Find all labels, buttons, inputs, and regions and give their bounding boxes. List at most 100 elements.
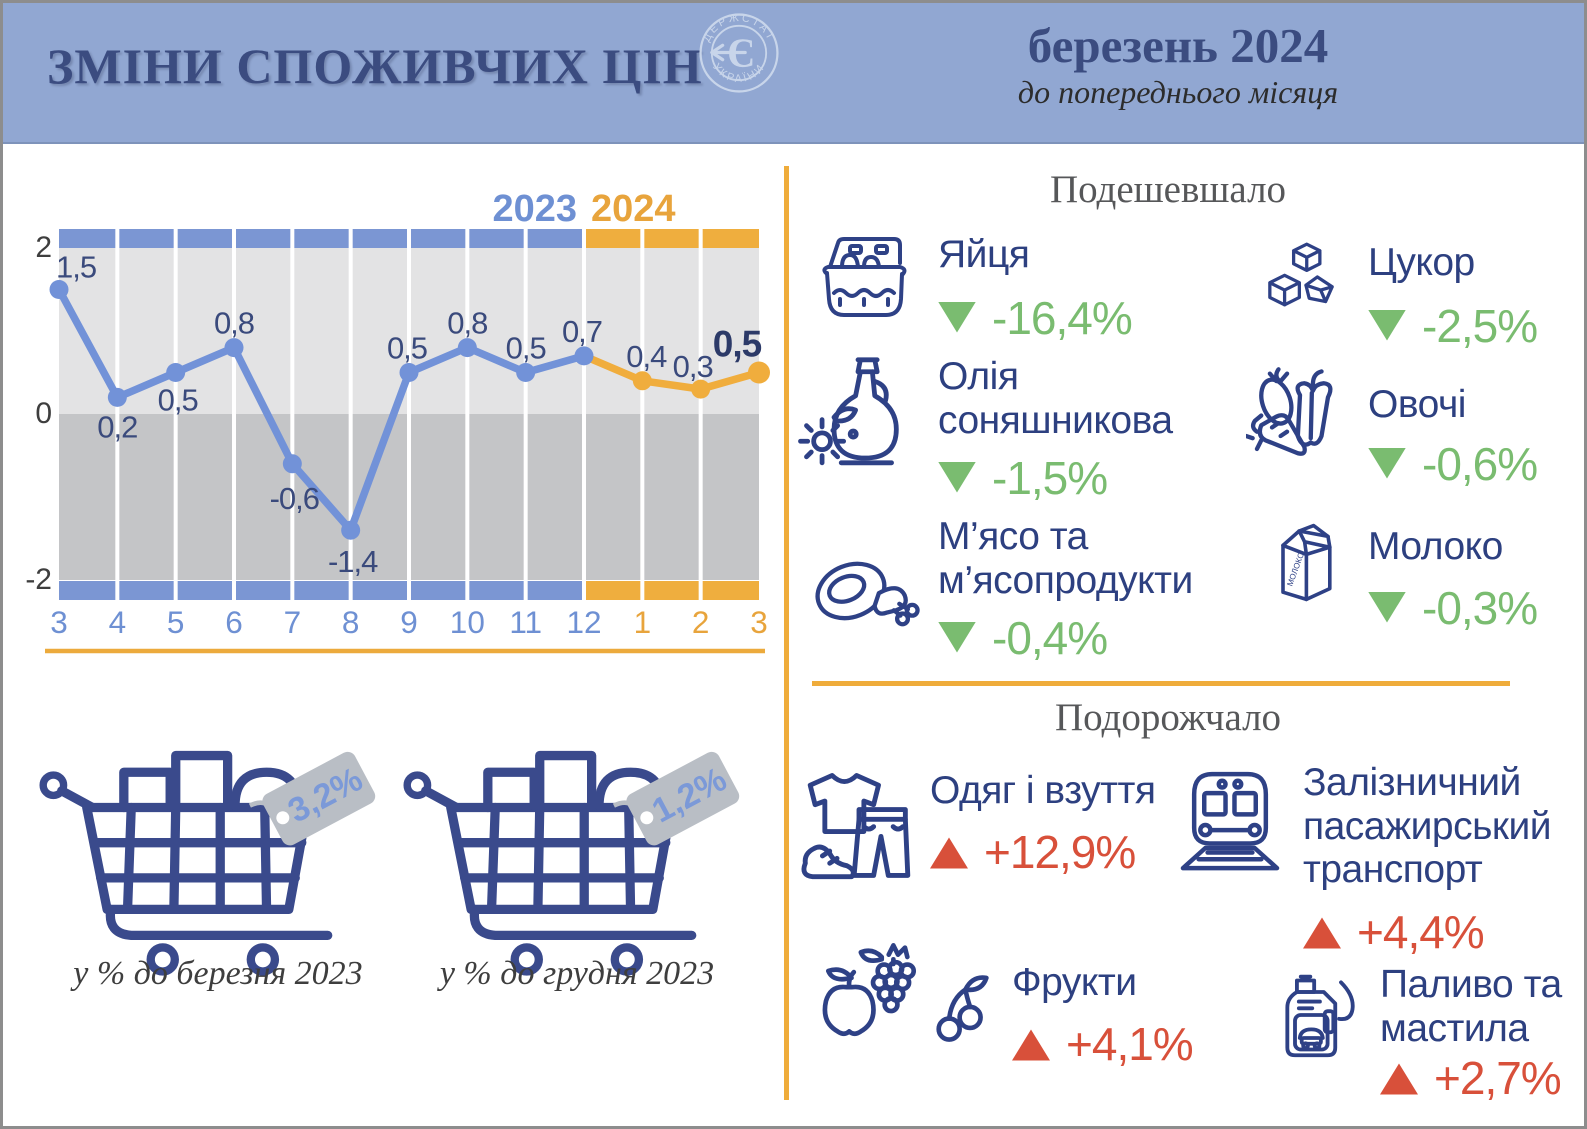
legend-2024: 2024: [591, 188, 676, 230]
report-period: березень 2024: [1027, 18, 1329, 73]
item-value: -16,4%: [992, 292, 1133, 344]
legend-2023: 2023: [492, 188, 577, 230]
logo-arrow-icon: [710, 43, 747, 62]
report-period-note: до попереднього місяця: [1017, 74, 1339, 110]
header: ЗМІНИ СПОЖИВЧИХ ЦІН ДЕРЖСТАТ УКРАЇНИ Є б…: [3, 3, 1584, 144]
item-name: Яйця: [938, 233, 1030, 276]
band-2024: [584, 581, 759, 600]
derzhstat-logo-icon: ДЕРЖСТАТ УКРАЇНИ Є: [699, 12, 779, 93]
milk-icon: МОЛОКО: [1256, 513, 1346, 603]
eggs-icon: [814, 231, 914, 323]
cart-yoy-caption: у % до березня 2023: [73, 955, 363, 992]
x-tick-label: 11: [509, 604, 542, 640]
item-name: М’ясо та м’ясопродукти: [938, 515, 1193, 602]
x-tick-label: 3: [50, 604, 68, 640]
cheaper-section-title: Подешевшало: [1049, 168, 1287, 211]
triangle-down-icon: [1368, 309, 1406, 341]
point-label: 0,5: [506, 331, 546, 366]
item-value: +4,1%: [1066, 1018, 1194, 1070]
fuel-icon: [1270, 969, 1366, 1061]
price-tag-icon: 1,2%: [626, 751, 740, 846]
point-label: -1,4: [328, 544, 378, 579]
item-value-row: -0,4%: [938, 611, 1108, 665]
triangle-down-icon: [938, 621, 976, 653]
horizontal-divider: [812, 681, 1510, 686]
item-value-row: +4,1%: [1012, 1017, 1194, 1071]
band-2023: [59, 581, 584, 600]
vertical-divider: [784, 166, 789, 1100]
band-2024: [584, 229, 759, 248]
x-tick-label: 10: [450, 604, 485, 640]
data-point: [282, 454, 302, 474]
page-title: ЗМІНИ СПОЖИВЧИХ ЦІН: [47, 38, 703, 94]
oil-icon: [798, 355, 918, 470]
data-point: [399, 363, 419, 382]
item-value-row: -16,4%: [938, 291, 1133, 345]
x-tick-label: 12: [566, 604, 601, 640]
x-tick-label: 3: [750, 604, 768, 640]
band-2023: [59, 229, 584, 248]
x-tick-label: 9: [400, 604, 418, 640]
y-tick-label: -2: [25, 563, 52, 596]
item-value-row: +12,9%: [930, 825, 1136, 879]
y-tick-label: 2: [35, 231, 52, 264]
item-value: +2,7%: [1434, 1052, 1562, 1104]
price-tag-icon: 3,2%: [262, 751, 376, 846]
pricier-section-title: Подорожчало: [1054, 696, 1282, 739]
x-tick-label: 4: [109, 604, 127, 640]
item-name: Молоко: [1368, 525, 1503, 568]
data-point: [224, 338, 244, 358]
series-2023-line: [55, 287, 586, 534]
triangle-down-icon: [1368, 447, 1406, 479]
item-value: -1,5%: [992, 452, 1108, 504]
point-label: 0,8: [447, 306, 487, 341]
item-value-row: -0,6%: [1368, 437, 1538, 491]
point-label: 0,7: [562, 314, 602, 349]
data-point: [691, 379, 711, 399]
point-label: 0,2: [97, 409, 137, 444]
item-value: -0,6%: [1422, 438, 1538, 490]
item-value-row: -0,3%: [1368, 581, 1538, 635]
fruits-icon: [812, 943, 998, 1057]
triangle-up-icon: [930, 837, 968, 869]
cart-yoy-icon: 3,2%: [39, 750, 376, 976]
item-name: Олія соняшникова: [938, 355, 1173, 442]
train-icon: [1174, 765, 1286, 875]
point-label: -0,6: [270, 481, 319, 516]
triangle-down-icon: [1368, 591, 1406, 623]
data-point: [574, 346, 594, 366]
svg-text:МОЛОКО: МОЛОКО: [1285, 551, 1306, 587]
item-value-row: +4,4%: [1303, 905, 1485, 959]
x-tick-label: 8: [342, 604, 360, 640]
triangle-up-icon: [1303, 917, 1341, 949]
x-tick-label: 7: [284, 604, 302, 640]
right-panel: Подешевшало Яйця -16,4% Цукор -2,5% Олія с…: [798, 163, 1574, 1123]
triangle-down-icon: [938, 301, 976, 333]
item-name: Фрукти: [1012, 961, 1137, 1004]
item-name: Залізничний пасажирський транспорт: [1303, 761, 1552, 892]
data-point: [49, 280, 69, 299]
x-tick-label: 6: [225, 604, 243, 640]
cart-ytd-caption: у % до грудня 2023: [439, 955, 715, 992]
item-value-row: +2,7%: [1380, 1051, 1562, 1105]
item-value: +12,9%: [984, 826, 1136, 878]
data-point: [457, 338, 477, 358]
data-point: [632, 371, 652, 391]
item-name: Цукор: [1368, 241, 1475, 284]
item-name: Овочі: [1368, 383, 1466, 426]
item-value-row: -1,5%: [938, 451, 1108, 505]
item-value: -0,3%: [1422, 582, 1538, 634]
x-tick-label: 1: [634, 604, 652, 640]
point-label: 0,8: [214, 306, 254, 341]
sugar-icon: [1260, 239, 1342, 310]
item-value: -0,4%: [992, 612, 1108, 664]
y-tick-label: 0: [35, 397, 52, 430]
item-value: +4,4%: [1357, 906, 1485, 958]
series-2024-line: [582, 352, 761, 393]
data-point: [166, 363, 186, 382]
header-period-block: березень 2024 до попереднього місяця: [948, 17, 1408, 111]
triangle-down-icon: [938, 461, 976, 493]
cart-ytd-icon: 1,2%: [403, 750, 740, 976]
